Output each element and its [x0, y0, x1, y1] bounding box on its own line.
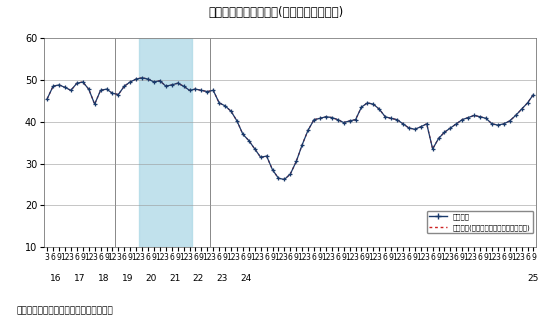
態度指数	[139, 76, 145, 80]
Text: 19: 19	[122, 275, 133, 283]
Line: 態度指数: 態度指数	[45, 75, 536, 182]
態度指数	[435, 137, 442, 140]
態度指数	[281, 178, 288, 181]
Legend: 態度指数, 態度指数(リンク係数で旧験調査と接続): 態度指数, 態度指数(リンク係数で旧験調査と接続)	[427, 211, 533, 233]
Text: 22: 22	[193, 275, 204, 283]
態度指数(リンク係数で旧験調査と接続)	[115, 93, 122, 96]
態度指数(リンク係数で旧験調査と接続)	[44, 97, 50, 100]
態度指数	[115, 93, 122, 96]
態度指数(リンク係数で旧験調査と接続)	[435, 137, 442, 140]
Text: 25: 25	[528, 275, 539, 283]
態度指数(リンク係数で旧験調査と接続)	[530, 93, 537, 96]
Bar	[139, 38, 192, 247]
態度指数(リンク係数で旧験調査と接続)	[139, 76, 145, 80]
Text: （注）シャドーは景気後退期（以下同）: （注）シャドーは景気後退期（以下同）	[17, 307, 113, 315]
態度指数(リンク係数で旧験調査と接続)	[150, 80, 157, 84]
Text: 20: 20	[145, 275, 156, 283]
態度指数	[405, 126, 412, 130]
態度指数(リンク係数で旧験調査と接続)	[74, 81, 80, 85]
Text: 23: 23	[216, 275, 228, 283]
態度指数	[44, 97, 50, 100]
態度指数(リンク係数で旧験調査と接続)	[405, 126, 412, 130]
Text: 21: 21	[169, 275, 180, 283]
Text: 24: 24	[240, 275, 252, 283]
態度指数	[530, 93, 537, 96]
態度指数(リンク係数で旧験調査と接続)	[281, 178, 288, 181]
Text: 18: 18	[98, 275, 109, 283]
態度指数	[346, 119, 353, 123]
態度指数(リンク係数で旧験調査と接続)	[346, 119, 353, 123]
Text: 17: 17	[74, 275, 86, 283]
Text: 消費者態度指数の推移(一般世帯、原数値): 消費者態度指数の推移(一般世帯、原数値)	[209, 6, 344, 19]
Line: 態度指数(リンク係数で旧験調査と接続): 態度指数(リンク係数で旧験調査と接続)	[47, 78, 534, 179]
態度指数	[74, 81, 80, 85]
態度指数	[150, 80, 157, 84]
Text: 16: 16	[50, 275, 62, 283]
